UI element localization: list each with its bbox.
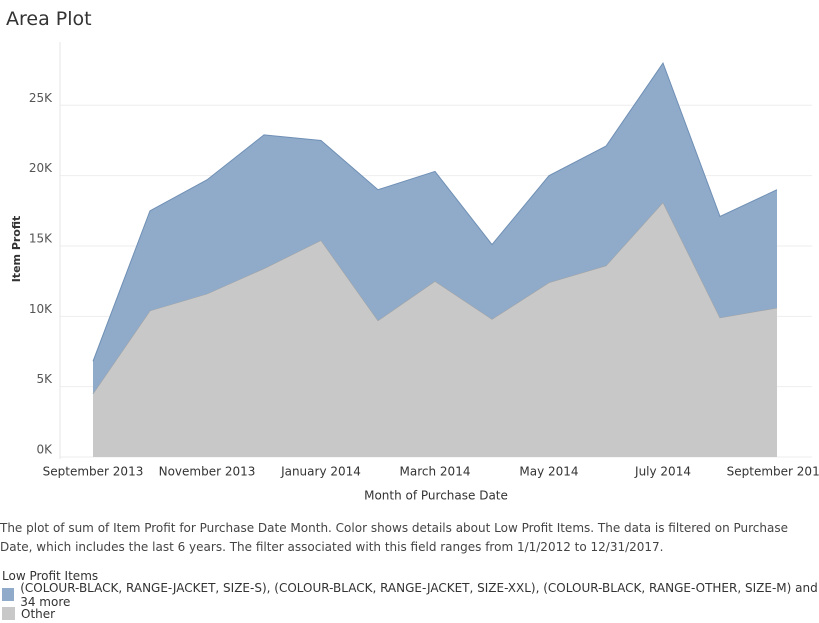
x-tick-label: March 2014: [400, 465, 471, 479]
x-tick-label: September 2014: [727, 465, 819, 479]
y-tick-label: 0K: [36, 443, 53, 457]
y-tick-label: 10K: [29, 302, 53, 316]
legend-swatch: [2, 588, 15, 601]
chart: Item Profit Month of Purchase Date 0K 5K 1…: [10, 42, 819, 503]
y-tick-label: 25K: [29, 91, 53, 105]
x-tick-label: January 2014: [280, 465, 361, 479]
area-edge: [92, 62, 778, 362]
legend-item[interactable]: Other: [2, 604, 819, 623]
y-axis-label: Item Profit: [10, 216, 23, 283]
y-tick-label: 5K: [36, 372, 53, 386]
legend-swatch: [2, 607, 15, 620]
x-tick-label: July 2014: [634, 465, 691, 479]
x-axis-label: Month of Purchase Date: [364, 489, 508, 503]
y-tick-label: 20K: [29, 161, 53, 175]
area-edge: [92, 201, 778, 394]
chart-title: Area Plot: [6, 8, 92, 30]
description: The plot of sum of Item Profit for Purch…: [0, 521, 788, 554]
legend: Low Profit Items (COLOUR-BLACK, RANGE-JA…: [2, 566, 819, 623]
x-tick-label: May 2014: [519, 465, 578, 479]
legend-label: (COLOUR-BLACK, RANGE-JACKET, SIZE-S), (C…: [20, 580, 818, 609]
y-tick-label: 15K: [29, 231, 53, 245]
legend-item[interactable]: (COLOUR-BLACK, RANGE-JACKET, SIZE-S), (C…: [2, 581, 819, 609]
x-tick-label: November 2013: [159, 465, 256, 479]
legend-label: Other: [21, 606, 56, 621]
legend-title: Low Profit Items: [2, 568, 99, 583]
x-tick-label: September 2013: [43, 465, 144, 479]
area: [93, 63, 777, 394]
